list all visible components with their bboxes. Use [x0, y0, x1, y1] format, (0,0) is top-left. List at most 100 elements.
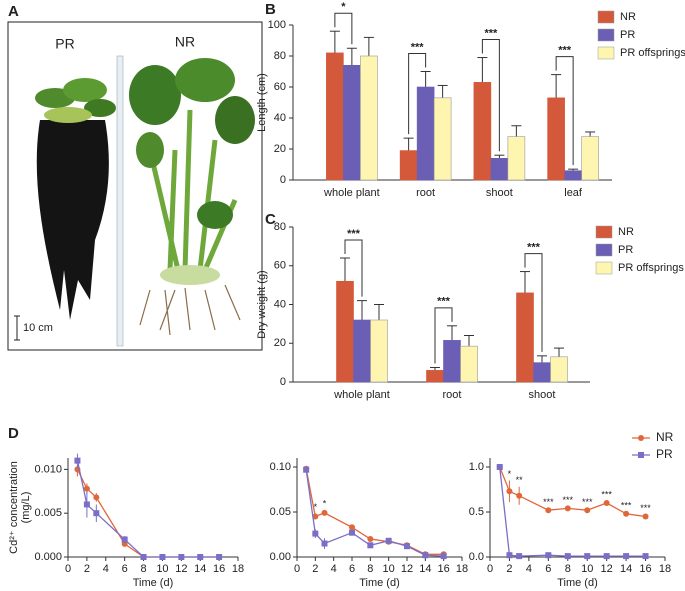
marker	[367, 542, 374, 549]
marker	[349, 524, 355, 531]
marker	[603, 500, 610, 506]
x-tick-label: 4	[526, 563, 532, 575]
x-tick-label: 8	[367, 563, 373, 575]
x-tick-label: 6	[122, 563, 128, 575]
y-axis-label: Dry weight (g)	[256, 270, 268, 338]
y-tick-label: 60	[274, 260, 286, 272]
significance-label: ***	[582, 497, 593, 507]
x-axis-label: Time (d)	[133, 577, 174, 589]
x-tick-label: 2	[312, 563, 318, 575]
marker	[312, 530, 319, 537]
marker	[385, 537, 392, 544]
marker	[197, 554, 204, 560]
legend-label: PR	[620, 29, 635, 41]
x-tick-label: 18	[456, 563, 468, 575]
x-tick-label: 16	[438, 563, 450, 575]
significance-label: *	[314, 502, 318, 512]
x-tick-label: 0	[294, 563, 300, 575]
legend-marker	[638, 435, 644, 441]
x-tick-label: 14	[419, 563, 431, 575]
legend-label: NR	[618, 226, 634, 238]
panel-label: B	[265, 1, 276, 18]
x-tick-label: 2	[84, 563, 90, 575]
x-tick-label: 18	[659, 563, 671, 575]
marker	[321, 509, 328, 516]
y-tick-label: 100	[268, 19, 286, 31]
marker	[303, 466, 310, 473]
x-tick-label: 14	[194, 563, 206, 575]
marker	[312, 513, 319, 520]
marker	[584, 553, 591, 560]
marker	[642, 513, 649, 520]
panel-label: D	[8, 425, 19, 442]
marker	[321, 540, 328, 547]
ruler	[116, 55, 124, 347]
x-tick-label: 4	[331, 563, 337, 575]
legend-label: PR	[656, 447, 673, 461]
pr-leaf	[84, 99, 116, 117]
legend-label: NR	[620, 11, 636, 23]
y-tick-label: 40	[274, 298, 286, 310]
marker	[349, 529, 355, 536]
photo-label: NR	[175, 34, 195, 50]
significance-bracket	[524, 253, 543, 352]
marker	[642, 553, 649, 560]
x-tick-label: 4	[103, 563, 109, 575]
y-tick-label: 1.0	[469, 461, 484, 473]
significance-bracket	[408, 53, 427, 135]
significance-label: ***	[543, 497, 554, 507]
significance-label: ***	[484, 27, 498, 39]
legend-swatch	[595, 225, 613, 239]
x-tick-label: 10	[581, 563, 593, 575]
significance-label: ***	[558, 45, 572, 57]
y-tick-label: 0.000	[34, 551, 62, 563]
marker	[564, 505, 571, 512]
marker	[83, 501, 90, 508]
y-tick-label: 0.10	[270, 461, 291, 473]
y-axis-label: (mg/L)	[20, 492, 32, 524]
x-tick-label: leaf	[564, 187, 583, 199]
x-tick-label: root	[443, 389, 462, 401]
x-axis-label: Time (d)	[359, 577, 400, 589]
significance-bracket	[434, 307, 453, 364]
x-tick-label: 0	[487, 563, 493, 575]
legend-marker	[638, 452, 644, 458]
x-tick-label: whole plant	[333, 389, 390, 401]
x-tick-label: 8	[140, 563, 146, 575]
significance-label: ***	[347, 228, 361, 240]
marker	[140, 554, 147, 560]
y-tick-label: 0.005	[34, 507, 62, 519]
y-tick-label: 0.05	[270, 506, 291, 518]
bar	[426, 370, 444, 383]
bar	[547, 97, 565, 181]
bar	[581, 136, 599, 181]
significance-label: *	[508, 469, 512, 479]
marker	[93, 510, 100, 517]
bar	[326, 52, 344, 181]
significance-label: *	[341, 1, 346, 13]
x-tick-label: 6	[349, 563, 355, 575]
marker	[516, 553, 523, 560]
x-tick-label: root	[416, 187, 435, 199]
marker	[216, 554, 223, 560]
nr-leaf	[129, 65, 181, 125]
y-tick-label: 0.0	[469, 551, 484, 563]
pr-leaf	[63, 78, 107, 102]
bar	[516, 292, 534, 383]
bar	[370, 319, 388, 383]
legend-swatch	[597, 46, 615, 60]
bar	[336, 280, 354, 383]
significance-label: ***	[601, 490, 612, 500]
bar	[507, 136, 526, 181]
marker	[506, 552, 513, 559]
marker	[603, 553, 610, 560]
photo: PR NR 10 cm	[7, 21, 263, 351]
nr-leaf	[175, 58, 235, 102]
significance-bracket	[344, 239, 363, 297]
marker	[623, 553, 630, 560]
marker	[178, 554, 185, 560]
x-axis-label: Time (d)	[557, 577, 598, 589]
x-tick-label: 10	[156, 563, 168, 575]
bar	[490, 158, 509, 181]
